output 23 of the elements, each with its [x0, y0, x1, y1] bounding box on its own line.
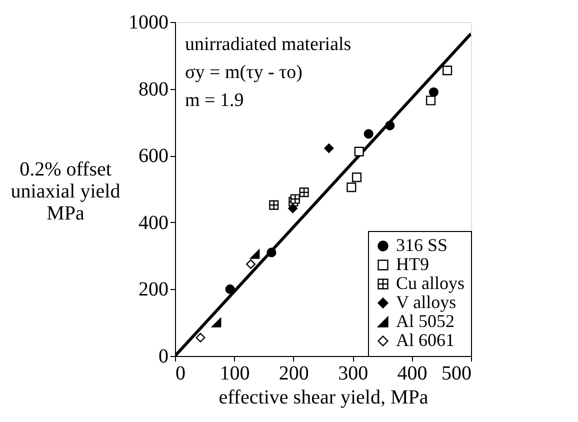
- x-axis-title: effective shear yield, MPa: [218, 386, 428, 408]
- y-axis-title: 0.2% offset uniaxial yield MPa: [10, 158, 120, 224]
- annotation: σy = m(τy - τo): [185, 62, 302, 83]
- legend-label: V alloys: [396, 292, 456, 312]
- x-tick-label: 400: [397, 362, 428, 384]
- legend-label: 316 SS: [396, 235, 448, 255]
- x-tick-label: 300: [338, 362, 368, 384]
- x-tick-label: 0: [176, 362, 186, 384]
- x-tick-label: 200: [278, 362, 309, 384]
- y-tick-label: 400: [138, 212, 168, 234]
- annotation: m = 1.9: [185, 90, 244, 111]
- legend-label: HT9: [396, 254, 429, 274]
- y-tick-label: 1000: [128, 12, 168, 34]
- y-tick-label: 600: [138, 145, 168, 168]
- annotation: unirradiated materials: [185, 34, 352, 55]
- legend-label: Al 5052: [396, 311, 454, 331]
- y-tick-label: 200: [138, 278, 168, 301]
- x-tick-label: 100: [220, 362, 250, 384]
- legend-label: Cu alloys: [396, 273, 465, 293]
- y-tick-label: 0: [158, 346, 168, 368]
- legend-label: Al 6061: [396, 330, 454, 350]
- y-tick-label: 800: [138, 78, 168, 100]
- x-tick-label: 500: [442, 362, 472, 384]
